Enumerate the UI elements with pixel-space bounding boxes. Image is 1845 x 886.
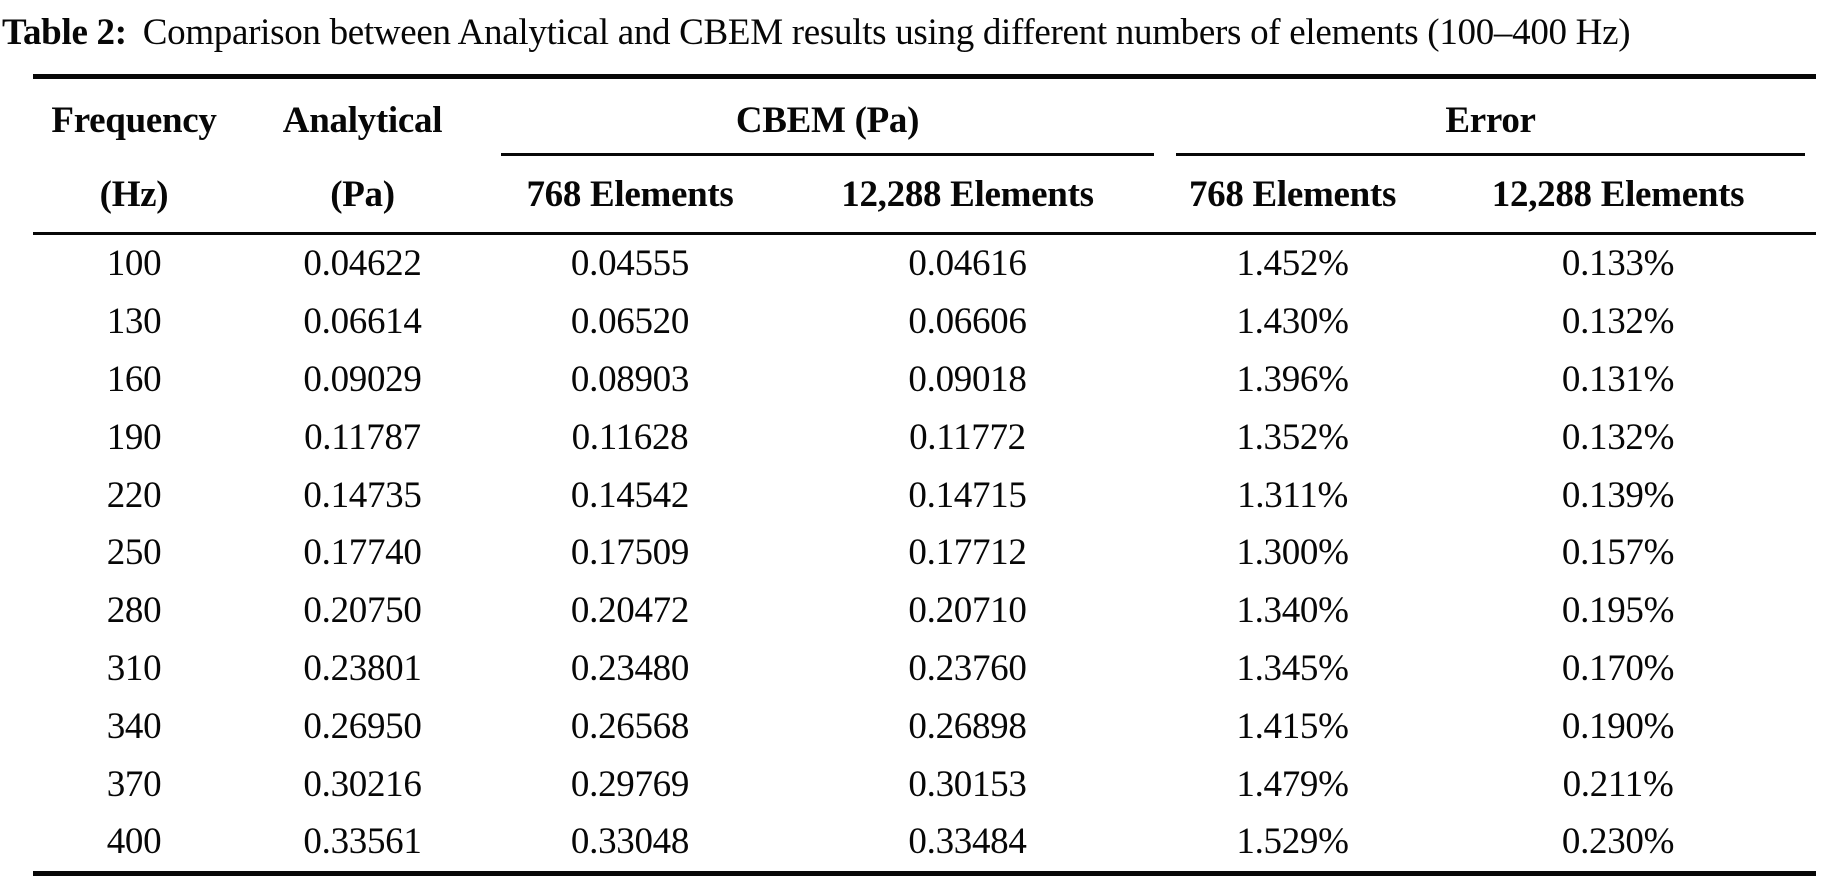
table-row: 310 0.23801 0.23480 0.23760 1.345% 0.170… xyxy=(33,640,1816,698)
cell-error-768: 1.479% xyxy=(1236,763,1349,805)
header-sub-row: (Hz) (Pa) 768 Elements 12,288 Elements 7… xyxy=(33,156,1817,235)
comparison-table: Frequency Analytical CBEM (Pa) Error (Hz… xyxy=(33,74,1817,876)
cell-error-768: 1.529% xyxy=(1236,821,1349,863)
cell-analytical: 0.06614 xyxy=(303,301,422,343)
cell-analytical: 0.09029 xyxy=(303,358,422,400)
cell-error-768: 1.311% xyxy=(1237,474,1348,516)
cell-cbem-12288: 0.06606 xyxy=(908,301,1027,343)
cell-cbem-768: 0.23480 xyxy=(570,647,690,689)
cell-analytical: 0.26950 xyxy=(303,705,422,747)
cell-cbem-12288: 0.04616 xyxy=(908,243,1027,285)
col-header-frequency-unit: (Hz) xyxy=(33,156,235,235)
cell-error-12288: 0.211% xyxy=(1562,763,1674,805)
table-row: 280 0.20750 0.20472 0.20710 1.340% 0.195… xyxy=(33,582,1816,640)
cell-frequency: 160 xyxy=(106,358,162,400)
cell-analytical: 0.14735 xyxy=(303,474,422,516)
cell-cbem-768: 0.17509 xyxy=(570,532,690,574)
cell-cbem-768: 0.14542 xyxy=(570,474,690,516)
table-row: 190 0.11787 0.11628 0.11772 1.352% 0.132… xyxy=(33,408,1816,466)
cell-cbem-12288: 0.14715 xyxy=(908,474,1027,516)
cell-cbem-12288: 0.30153 xyxy=(908,763,1027,805)
cell-cbem-12288: 0.17712 xyxy=(908,532,1027,574)
col-header-analytical-unit: (Pa) xyxy=(235,156,490,235)
cell-cbem-12288: 0.33484 xyxy=(908,821,1027,863)
caption-label: Table 2: xyxy=(2,12,127,53)
cell-cbem-768: 0.26568 xyxy=(570,705,690,747)
cell-error-12288: 0.230% xyxy=(1561,821,1675,863)
cell-error-768: 1.345% xyxy=(1236,647,1349,689)
cell-error-12288: 0.157% xyxy=(1561,532,1675,574)
cell-error-768: 1.415% xyxy=(1236,705,1349,747)
cell-error-768: 1.340% xyxy=(1236,590,1349,632)
cell-cbem-12288: 0.09018 xyxy=(908,358,1027,400)
cell-cbem-12288: 0.20710 xyxy=(908,590,1027,632)
cell-cbem-12288: 0.11772 xyxy=(909,416,1026,458)
cell-error-768: 1.396% xyxy=(1236,358,1349,400)
cell-analytical: 0.23801 xyxy=(303,647,422,689)
col-group-header-cbem: CBEM (Pa) xyxy=(490,76,1166,156)
cell-frequency: 250 xyxy=(106,532,162,574)
table-row: 100 0.04622 0.04555 0.04616 1.452% 0.133… xyxy=(33,234,1816,293)
table-row: 340 0.26950 0.26568 0.26898 1.415% 0.190… xyxy=(33,697,1816,755)
table-row: 370 0.30216 0.29769 0.30153 1.479% 0.211… xyxy=(33,755,1816,813)
col-header-error-768: 768 Elements xyxy=(1165,156,1421,235)
table-header: Frequency Analytical CBEM (Pa) Error (Hz… xyxy=(33,76,1817,235)
col-header-error-12288: 12,288 Elements xyxy=(1420,156,1817,235)
cell-error-12288: 0.132% xyxy=(1561,416,1675,458)
cell-cbem-12288: 0.23760 xyxy=(908,647,1027,689)
table-row: 160 0.09029 0.08903 0.09018 1.396% 0.131… xyxy=(33,351,1816,409)
col-header-analytical: Analytical xyxy=(282,100,443,141)
cell-frequency: 100 xyxy=(106,243,162,285)
cell-analytical: 0.20750 xyxy=(303,590,422,632)
cell-frequency: 370 xyxy=(106,763,162,805)
cell-error-768: 1.452% xyxy=(1236,243,1349,285)
cell-cbem-768: 0.11628 xyxy=(571,416,689,458)
cell-frequency: 340 xyxy=(106,705,162,747)
cell-frequency: 190 xyxy=(106,416,162,458)
table-row: 220 0.14735 0.14542 0.14715 1.311% 0.139… xyxy=(33,466,1816,524)
cell-analytical: 0.11787 xyxy=(304,416,421,458)
cell-error-12288: 0.170% xyxy=(1561,647,1675,689)
table-row: 400 0.33561 0.33048 0.33484 1.529% 0.230… xyxy=(33,813,1816,873)
cell-error-768: 1.352% xyxy=(1236,416,1349,458)
cell-analytical: 0.30216 xyxy=(303,763,422,805)
cell-analytical: 0.17740 xyxy=(303,532,422,574)
table-body: 100 0.04622 0.04555 0.04616 1.452% 0.133… xyxy=(33,234,1816,874)
cell-error-12288: 0.139% xyxy=(1561,474,1675,516)
caption-text: Comparison between Analytical and CBEM r… xyxy=(142,12,1631,53)
col-header-frequency: Frequency xyxy=(51,100,217,141)
cell-error-12288: 0.190% xyxy=(1561,705,1675,747)
cell-cbem-768: 0.29769 xyxy=(570,763,690,805)
table-row: 250 0.17740 0.17509 0.17712 1.300% 0.157… xyxy=(33,524,1816,582)
cell-frequency: 130 xyxy=(106,301,162,343)
header-group-row: Frequency Analytical CBEM (Pa) Error xyxy=(33,76,1817,156)
cell-frequency: 400 xyxy=(106,821,162,863)
cell-error-12288: 0.132% xyxy=(1561,301,1675,343)
cell-frequency: 280 xyxy=(106,590,162,632)
cell-cbem-768: 0.04555 xyxy=(570,243,690,285)
cell-error-768: 1.430% xyxy=(1236,301,1349,343)
cell-error-12288: 0.195% xyxy=(1561,590,1675,632)
table-caption: Table 2: Comparison between Analytical an… xyxy=(0,0,1845,62)
cell-cbem-768: 0.20472 xyxy=(570,590,690,632)
cell-error-12288: 0.131% xyxy=(1561,358,1675,400)
cell-analytical: 0.04622 xyxy=(303,243,422,285)
cell-analytical: 0.33561 xyxy=(303,821,422,863)
cell-frequency: 310 xyxy=(106,647,162,689)
col-group-header-error: Error xyxy=(1165,76,1817,156)
cell-cbem-12288: 0.26898 xyxy=(908,705,1027,747)
col-header-cbem-768: 768 Elements xyxy=(490,156,770,235)
cell-error-12288: 0.133% xyxy=(1561,243,1675,285)
cell-cbem-768: 0.33048 xyxy=(570,821,690,863)
cell-error-768: 1.300% xyxy=(1236,532,1349,574)
cell-frequency: 220 xyxy=(106,474,162,516)
table-row: 130 0.06614 0.06520 0.06606 1.430% 0.132… xyxy=(33,293,1816,351)
col-header-cbem-12288: 12,288 Elements xyxy=(770,156,1166,235)
cell-cbem-768: 0.08903 xyxy=(570,358,690,400)
cell-cbem-768: 0.06520 xyxy=(570,301,690,343)
